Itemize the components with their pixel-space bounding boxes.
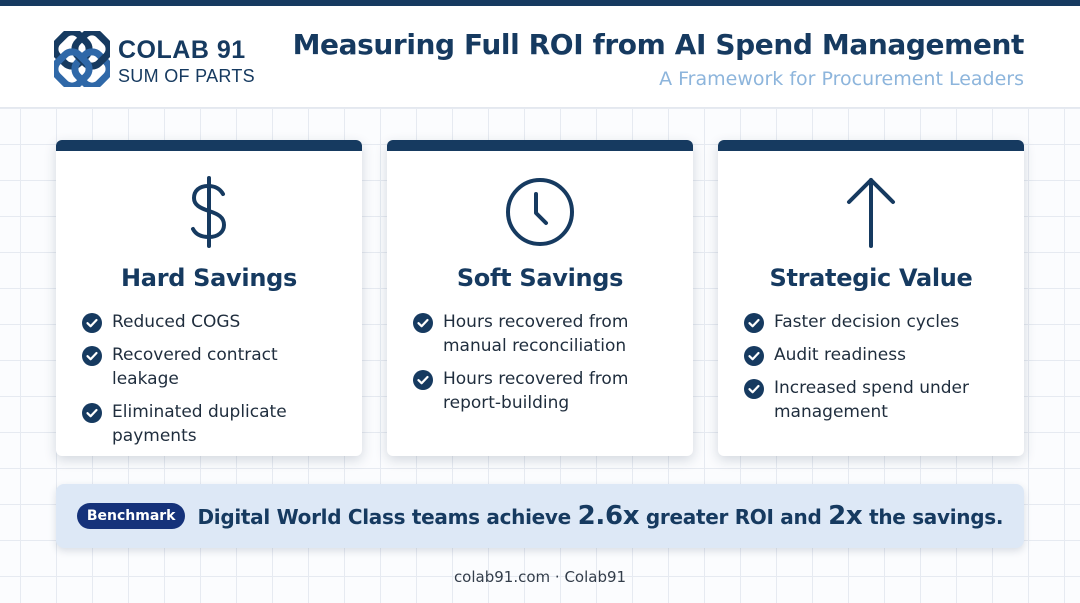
arrow-up-icon [847,178,895,248]
page-subtitle: A Framework for Procurement Leaders [659,68,1024,90]
brand-tagline: SUM OF PARTS [118,66,255,86]
brand-name: COLAB 91 [118,36,246,64]
check-circle-icon [82,403,102,423]
list-item-text: Audit readiness [774,345,906,365]
card-item-list: Faster decision cycles Audit readiness I… [744,310,1010,433]
benchmark-text-3: the savings. [869,505,1004,529]
top-accent-bar [0,0,1080,6]
card-hard-savings: Hard Savings Reduced COGS Recovered cont… [56,140,362,456]
benchmark-statement: Digital World Class teams achieve 2.6x g… [197,501,1003,531]
list-item: Increased spend under management [744,376,1010,424]
check-circle-icon [82,313,102,333]
list-item: Audit readiness [744,343,1010,367]
list-item-text: Increased spend under management [774,378,970,422]
check-circle-icon [413,370,433,390]
header: COLAB 91 SUM OF PARTS Measuring Full ROI… [0,6,1080,108]
list-item: Reduced COGS [82,310,348,334]
interlocking-logo-icon [54,31,110,87]
card-title: Soft Savings [456,264,624,292]
card-title: Hard Savings [121,264,297,292]
list-item-text: Eliminated duplicate payments [112,402,287,446]
check-circle-icon [744,346,764,366]
list-item: Recovered contract leakage [82,343,348,391]
footer-text: colab91.com · Colab91 [453,568,627,586]
list-item-text: Recovered contract leakage [112,345,278,389]
check-circle-icon [82,346,102,366]
card-strategic-value: Strategic Value Faster decision cycles A… [718,140,1024,456]
card-soft-savings: Soft Savings Hours recovered from manual… [387,140,693,456]
list-item: Hours recovered from report-building [413,367,679,415]
list-item: Faster decision cycles [744,310,1010,334]
benchmark-banner: Benchmark Digital World Class teams achi… [56,484,1024,548]
check-circle-icon [413,313,433,333]
list-item: Hours recovered from manual reconciliati… [413,310,679,358]
benchmark-text-2: greater ROI and [645,505,822,529]
list-item: Eliminated duplicate payments [82,400,348,448]
check-circle-icon [744,379,764,399]
card-item-list: Hours recovered from manual reconciliati… [413,310,679,424]
check-circle-icon [744,313,764,333]
dollar-sign-icon [191,176,226,248]
benchmark-value-savings: 2x [828,501,863,531]
list-item-text: Hours recovered from report-building [443,369,629,413]
card-title: Strategic Value [769,264,973,292]
benchmark-badge: Benchmark [76,503,186,529]
card-item-list: Reduced COGS Recovered contract leakage … [82,310,348,456]
benchmark-value-roi: 2.6x [577,501,640,531]
clock-icon [506,178,574,246]
list-item-text: Hours recovered from manual reconciliati… [443,312,629,356]
benchmark-text-1: Digital World Class teams achieve [197,505,571,529]
list-item-text: Faster decision cycles [774,312,960,332]
page-title: Measuring Full ROI from AI Spend Managem… [292,28,1025,61]
list-item-text: Reduced COGS [112,312,241,332]
